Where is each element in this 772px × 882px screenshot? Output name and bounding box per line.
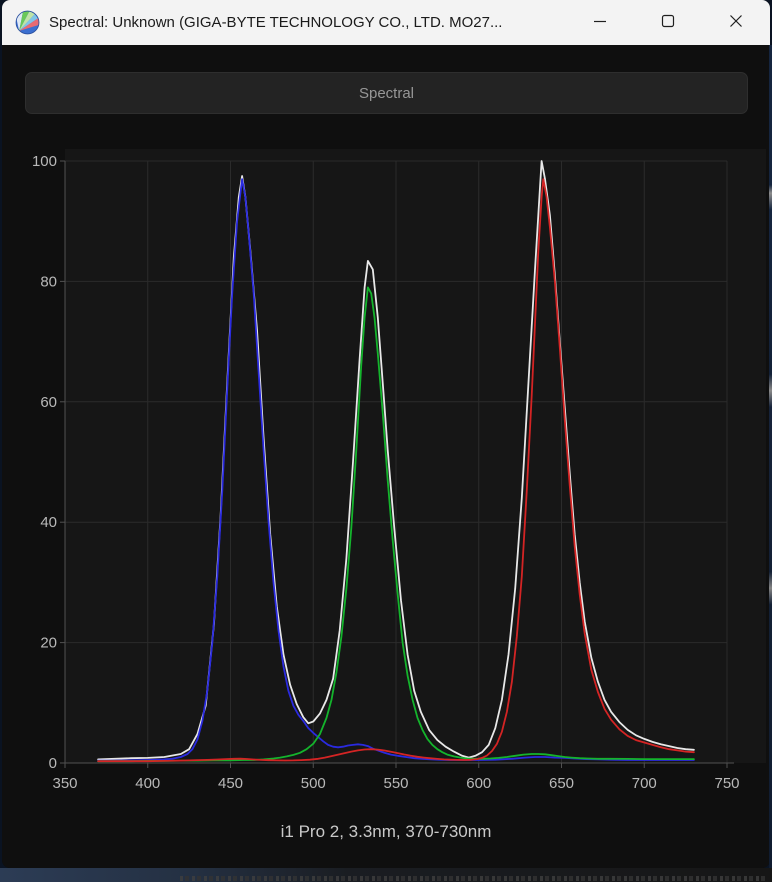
background-text-fragment	[180, 876, 768, 881]
plot-area	[65, 149, 766, 763]
displaycal-app-icon	[15, 10, 40, 35]
x-tick-label: 350	[52, 775, 77, 792]
background-window-bottom-sliver	[0, 868, 772, 882]
x-tick-label: 400	[135, 775, 160, 792]
spectral-window: Spectral: Unknown (GIGA-BYTE TECHNOLOGY …	[2, 0, 770, 868]
close-button[interactable]	[702, 0, 770, 45]
x-tick-label: 500	[301, 775, 326, 792]
y-tick-label: 80	[40, 273, 57, 290]
series-blue	[97, 178, 695, 762]
background-window-right-sliver	[769, 45, 772, 868]
window-body: Spectral 0 20 40 60 80 100 350 400 450 500 550 600 6…	[2, 45, 770, 868]
x-tick-label: 700	[632, 775, 657, 792]
x-tick-label: 550	[383, 775, 408, 792]
y-tick-label: 0	[49, 755, 57, 772]
minimize-button[interactable]	[566, 0, 634, 45]
series-red	[97, 178, 695, 763]
spectral-tab-label: Spectral	[358, 84, 415, 102]
y-tick-label: 60	[40, 394, 57, 411]
x-tick-label: 650	[549, 775, 574, 792]
spectral-tab-button[interactable]: Spectral	[25, 72, 748, 114]
y-tick-label: 40	[40, 514, 57, 531]
maximize-icon	[661, 14, 675, 31]
window-controls	[566, 0, 770, 45]
x-tick-label: 450	[218, 775, 243, 792]
spectral-chart: 0 20 40 60 80 100 350 400 450 500 550 600 650 700 750	[32, 149, 766, 792]
series-white	[97, 160, 695, 761]
y-tick-label: 20	[40, 635, 57, 652]
window-title: Spectral: Unknown (GIGA-BYTE TECHNOLOGY …	[49, 14, 503, 31]
minimize-icon	[593, 14, 607, 31]
instrument-caption: i1 Pro 2, 3.3nm, 370-730nm	[280, 822, 492, 841]
y-tick-label: 100	[32, 153, 57, 170]
x-tick-label: 750	[714, 775, 739, 792]
close-icon	[729, 14, 743, 31]
series-green	[97, 286, 695, 763]
x-tick-label: 600	[466, 775, 491, 792]
maximize-button[interactable]	[634, 0, 702, 45]
title-bar[interactable]: Spectral: Unknown (GIGA-BYTE TECHNOLOGY …	[2, 0, 770, 45]
